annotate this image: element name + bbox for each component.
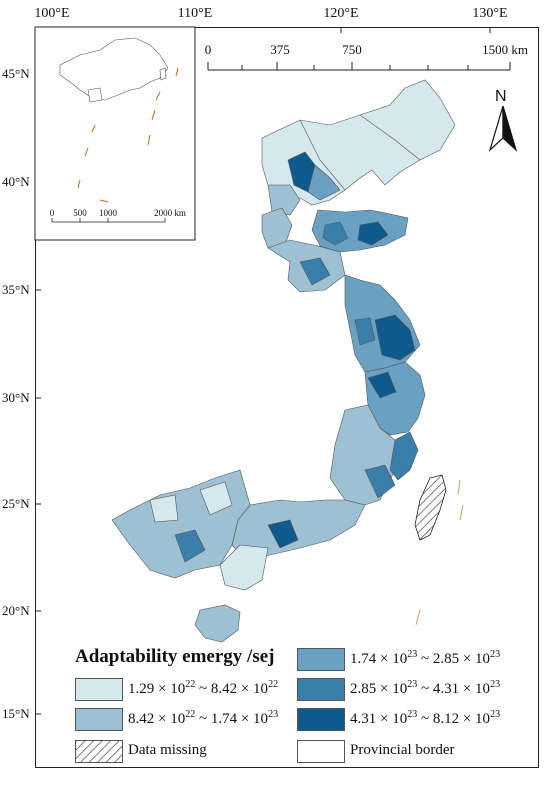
- lon-tick-130: 130°E: [472, 6, 508, 21]
- legend-swatch-1: [75, 678, 123, 701]
- inset-scale-0: 0: [49, 208, 55, 218]
- inset-scale-1000: 1000: [99, 208, 117, 218]
- legend-label-5: 4.31 × 1023 ~ 8.12 × 1023: [350, 709, 501, 727]
- legend-label-4: 2.85 × 1023 ~ 4.31 × 1023: [350, 679, 501, 697]
- inset-scale-500: 500: [73, 208, 87, 218]
- provincial-border-label: Provincial border: [350, 742, 455, 758]
- lat-tick-25: 25°N: [2, 496, 30, 511]
- legend-swatch-4: [297, 678, 345, 701]
- scale-bar: [207, 62, 511, 71]
- lon-tick-120: 120°E: [323, 6, 359, 21]
- north-label: N: [495, 88, 507, 105]
- legend-swatch-5: [297, 708, 345, 731]
- lat-tick-20: 20°N: [2, 603, 30, 618]
- inset-scale-2000: 2000 km: [154, 208, 186, 218]
- legend-title: Adaptability emergy /sej: [75, 646, 275, 667]
- inset-china: [59, 37, 169, 103]
- main-map: [111, 79, 456, 643]
- legend-swatch-2: [75, 708, 123, 731]
- data-missing-label: Data missing: [128, 742, 207, 758]
- inset-dash-line: [77, 67, 179, 203]
- lon-tick-100: 100°E: [34, 6, 70, 21]
- lon-tick-110: 110°E: [177, 6, 213, 21]
- scale-label-0: 0: [204, 42, 212, 57]
- lat-tick-35: 35°N: [2, 282, 30, 297]
- scale-label-750: 750: [342, 42, 362, 57]
- data-missing-swatch: [75, 740, 123, 763]
- inset-scale-bar: [51, 218, 166, 223]
- legend-label-3: 1.74 × 1023 ~ 2.85 × 1023: [350, 649, 501, 667]
- lat-tick-30: 30°N: [2, 390, 30, 405]
- lat-tick-15: 15°N: [2, 706, 30, 721]
- scale-label-1500: 1500 km: [482, 42, 528, 57]
- lat-tick-40: 40°N: [2, 174, 30, 189]
- legend-swatch-3: [297, 648, 345, 671]
- scale-label-375: 375: [270, 42, 290, 57]
- lat-tick-45: 45°N: [2, 66, 30, 81]
- legend-label-2: 8.42 × 1022 ~ 1.74 × 1023: [128, 709, 279, 727]
- legend-label-1: 1.29 × 1022 ~ 8.42 × 1022: [128, 679, 279, 697]
- north-arrow-icon: [488, 105, 518, 152]
- provincial-border-swatch: [297, 740, 345, 763]
